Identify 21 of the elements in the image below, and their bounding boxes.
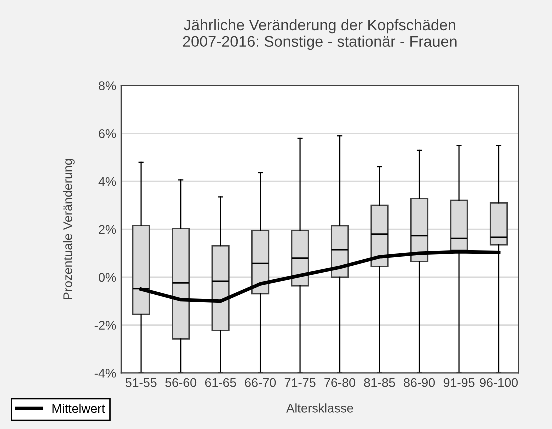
x-axis-title: Altersklasse: [286, 404, 354, 413]
x-tick-label: 51-55: [126, 378, 157, 388]
x-tick-label: 91-95: [444, 378, 475, 388]
y-tick-label: 2%: [99, 225, 116, 234]
y-tick-label: 6%: [99, 130, 116, 138]
legend-label: Mittelwert: [52, 404, 106, 414]
x-tick-label: 66-70: [245, 378, 276, 388]
x-tick-label: 56-60: [166, 378, 197, 388]
x-tick-label: 96-100: [480, 378, 518, 388]
x-tick-label: 81-85: [364, 378, 396, 388]
y-tick-label: -4%: [94, 369, 116, 378]
y-tick-label: 4%: [98, 177, 116, 186]
x-tick-label: 71-75: [284, 378, 316, 388]
x-tick-label: 86-90: [404, 378, 436, 388]
y-axis-title: Prozentuale Veränderung: [63, 159, 75, 300]
y-tick-label: 0%: [99, 273, 116, 282]
x-tick-label: 76-80: [324, 378, 356, 388]
chart-title: Jährliche Veränderung der Kopfschäden 2007-2016: Sonstige - stationär - Frauen: [183, 19, 457, 50]
y-tick-label: -2%: [94, 321, 116, 330]
x-tick-label: 61-65: [205, 378, 236, 388]
y-tick-label: 8%: [99, 82, 116, 90]
